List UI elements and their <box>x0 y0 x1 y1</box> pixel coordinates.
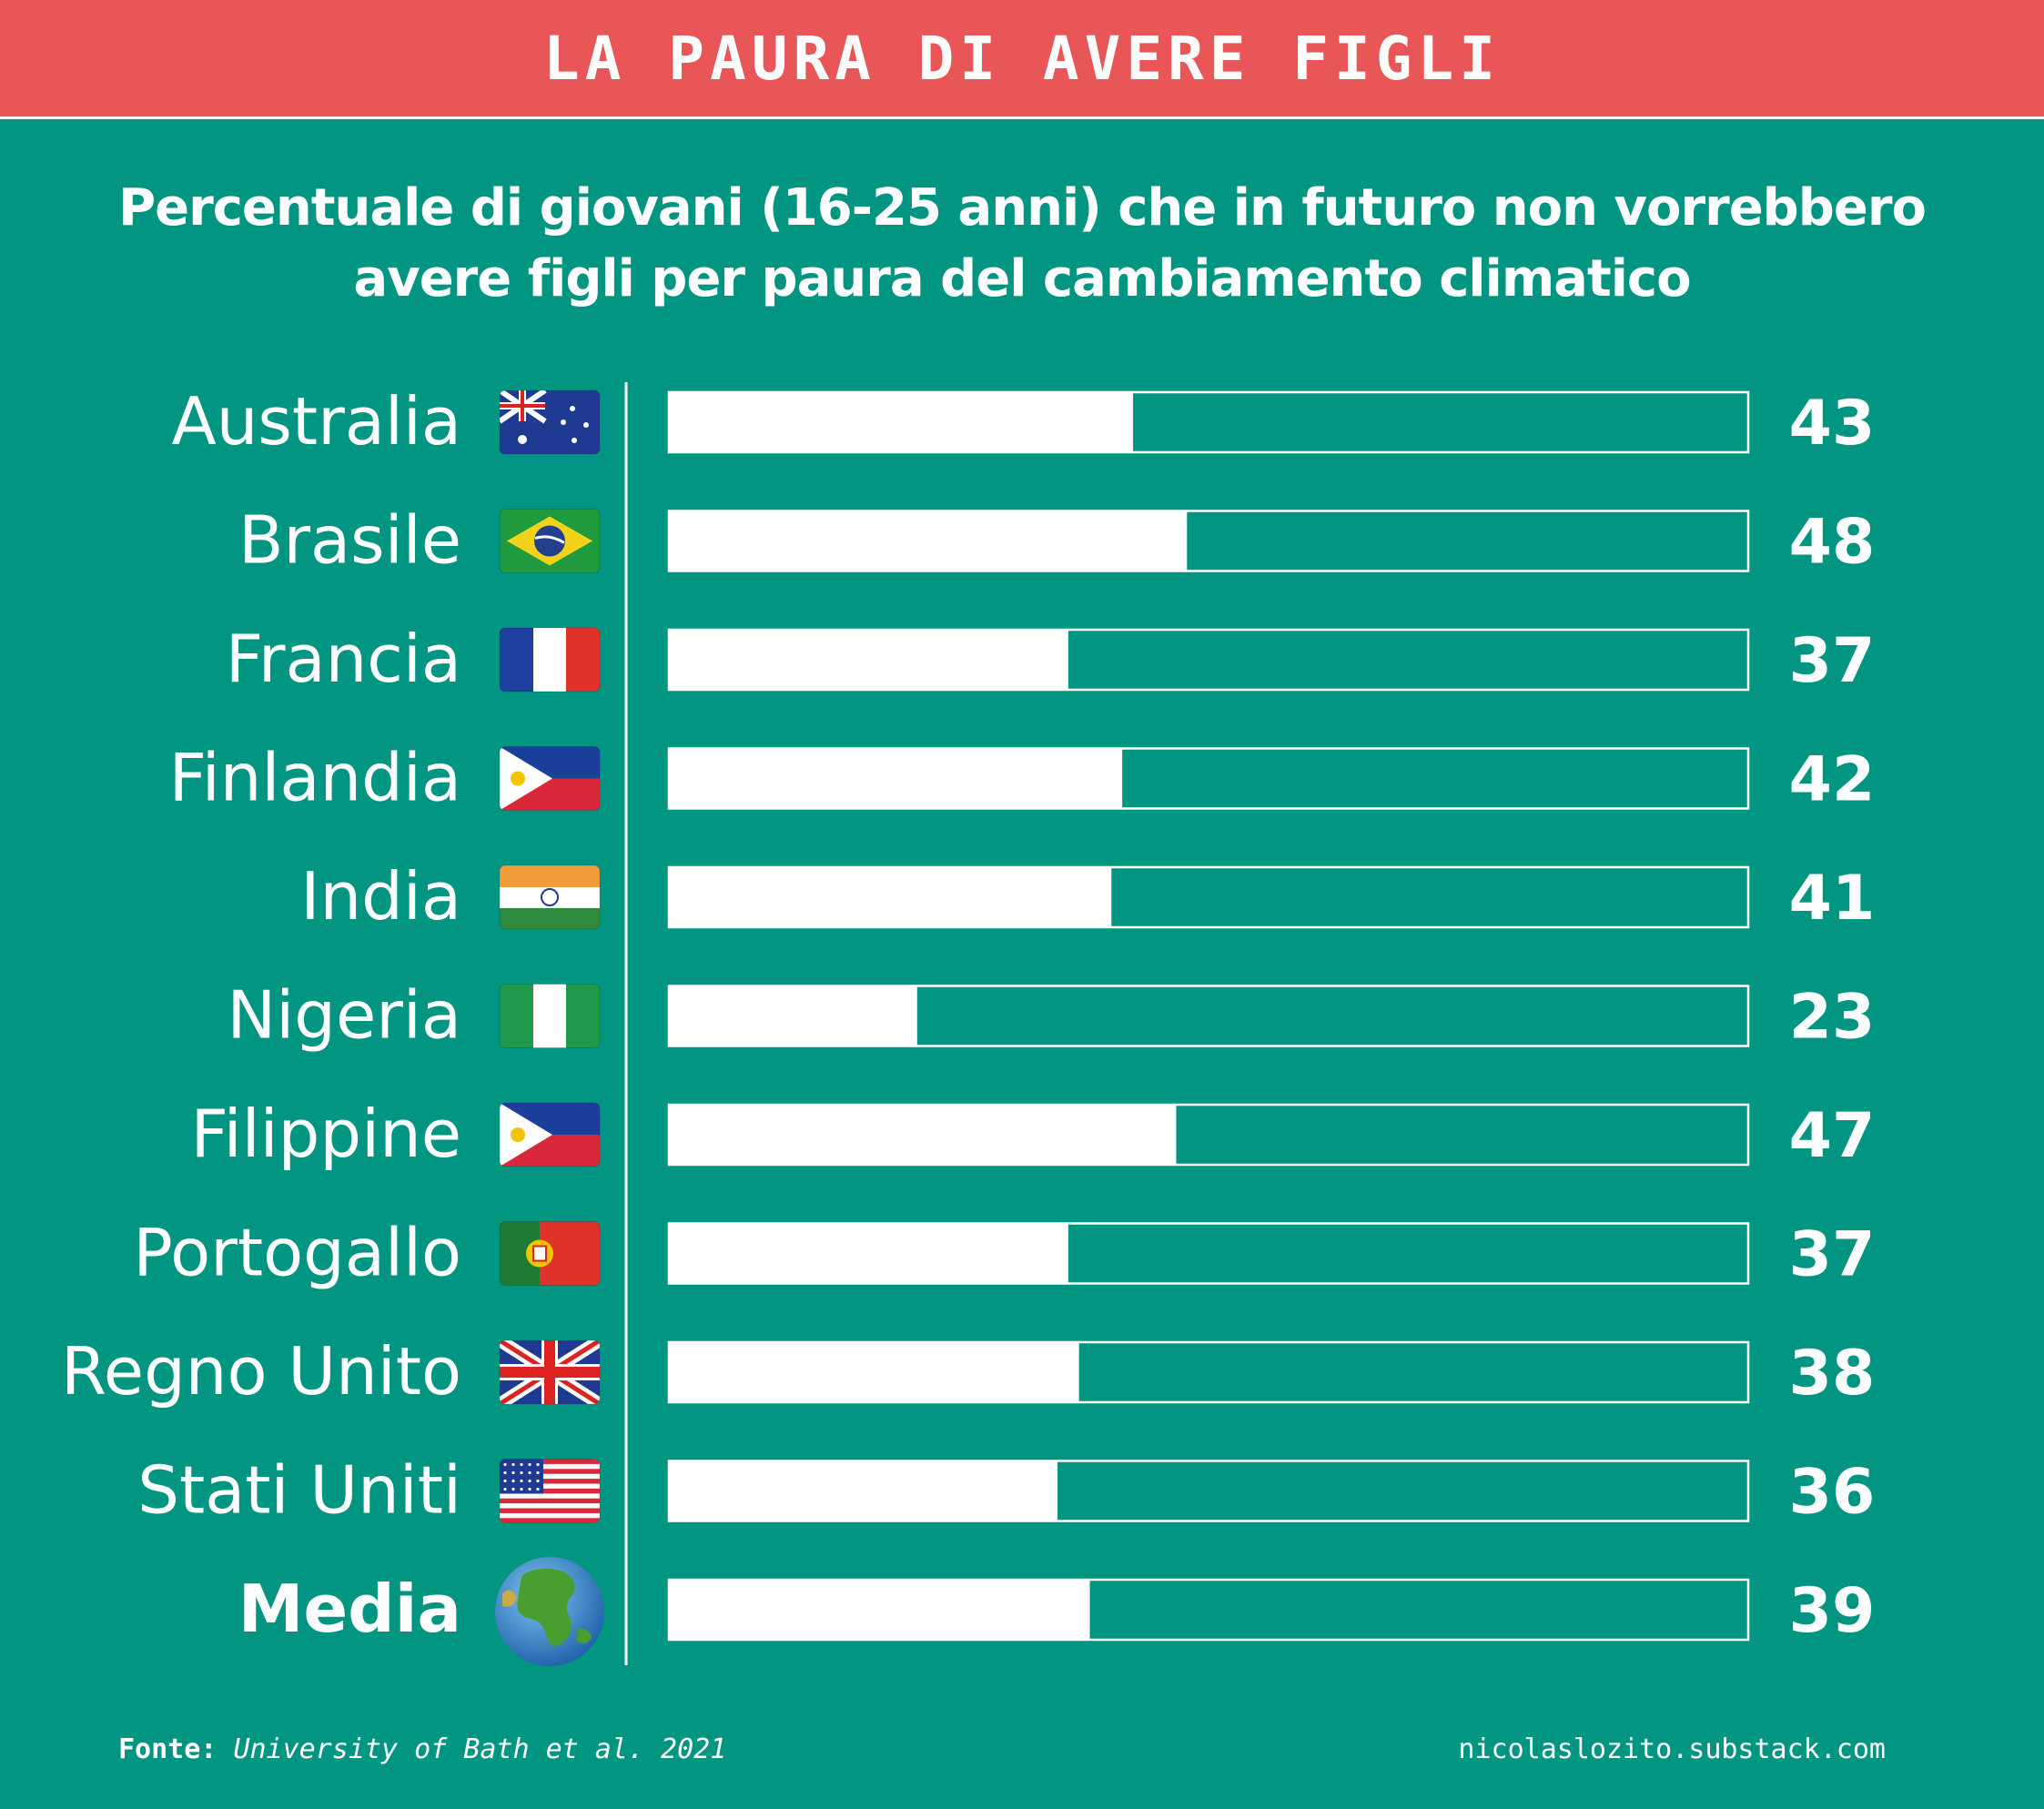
bar-row: Brasile 48 <box>238 502 1875 579</box>
value-label: 43 <box>1789 388 1876 460</box>
category-label: Nigeria <box>227 977 461 1054</box>
credit-text: nicolaslozito.substack.com <box>1458 1733 1886 1765</box>
bar-row: India 41 <box>300 858 1875 935</box>
flag-philippines-icon <box>499 746 601 811</box>
category-label: Filippine <box>190 1096 461 1172</box>
flag-australia-icon <box>499 389 601 455</box>
value-label: 37 <box>1789 1219 1876 1291</box>
bar <box>669 1342 1079 1402</box>
source-note: Fonte: University of Bath et al. 2021 <box>118 1733 726 1765</box>
flag-portugal-icon <box>499 1221 601 1286</box>
value-label: 41 <box>1789 863 1876 935</box>
value-label: 42 <box>1789 744 1876 816</box>
chart-subtitle: Percentuale di giovani (16-25 anni) che … <box>0 173 2044 315</box>
flag-brazil-icon <box>499 509 601 573</box>
bar-row: Stati Uniti 36 <box>137 1452 1875 1529</box>
bar-row: Regno Unito 38 <box>61 1333 1875 1410</box>
category-label: Portogallo <box>133 1215 461 1291</box>
value-label: 36 <box>1789 1457 1876 1529</box>
bar-row: Filippine 47 <box>190 1096 1875 1172</box>
bar <box>669 1580 1090 1640</box>
bar <box>669 392 1133 452</box>
value-label: 23 <box>1789 982 1876 1054</box>
bar-row: Media 39 <box>238 1557 1876 1666</box>
bar <box>669 748 1123 809</box>
bar <box>669 867 1112 927</box>
value-label: 47 <box>1789 1100 1876 1172</box>
value-label: 48 <box>1789 507 1876 579</box>
category-label: Francia <box>226 621 461 697</box>
bar <box>669 985 917 1046</box>
flag-india-icon <box>499 864 601 930</box>
bar <box>669 1105 1177 1165</box>
flag-usa-icon <box>499 1459 601 1523</box>
value-label: 38 <box>1789 1338 1876 1410</box>
flag-nigeria-icon <box>499 984 601 1048</box>
value-label: 37 <box>1789 625 1876 697</box>
value-label: 39 <box>1789 1575 1876 1647</box>
bar <box>669 510 1188 571</box>
subtitle-line-2: avere figli per paura del cambiamento cl… <box>353 249 1691 308</box>
page-title: LA PAURA DI AVERE FIGLI <box>543 23 1501 94</box>
flag-france-icon <box>499 627 601 692</box>
header-divider <box>0 116 2044 119</box>
source-label: Fonte: <box>118 1733 218 1765</box>
header-banner: LA PAURA DI AVERE FIGLI <box>0 0 2044 116</box>
bar <box>669 1223 1068 1284</box>
bar <box>669 630 1068 690</box>
subtitle-line-1: Percentuale di giovani (16-25 anni) che … <box>118 178 1927 237</box>
bar-row: Finlandia 42 <box>169 740 1876 816</box>
category-label: India <box>300 858 461 935</box>
category-label: Finlandia <box>169 740 461 816</box>
flag-uk-icon <box>499 1339 601 1405</box>
category-label: Brasile <box>238 502 461 579</box>
category-label: Media <box>238 1571 461 1647</box>
source-text: University of Bath et al. 2021 <box>233 1733 727 1765</box>
category-label: Australia <box>172 383 461 460</box>
category-label: Regno Unito <box>61 1333 461 1410</box>
globe-icon <box>495 1557 604 1666</box>
bar-row: Australia 43 <box>172 383 1876 460</box>
category-label: Stati Uniti <box>137 1452 461 1529</box>
bar <box>669 1460 1057 1521</box>
bar-row: Portogallo 37 <box>133 1215 1875 1291</box>
bar-row: Francia 37 <box>226 621 1876 697</box>
bar-row: Nigeria 23 <box>227 977 1875 1054</box>
flag-philippines-icon <box>499 1102 601 1167</box>
